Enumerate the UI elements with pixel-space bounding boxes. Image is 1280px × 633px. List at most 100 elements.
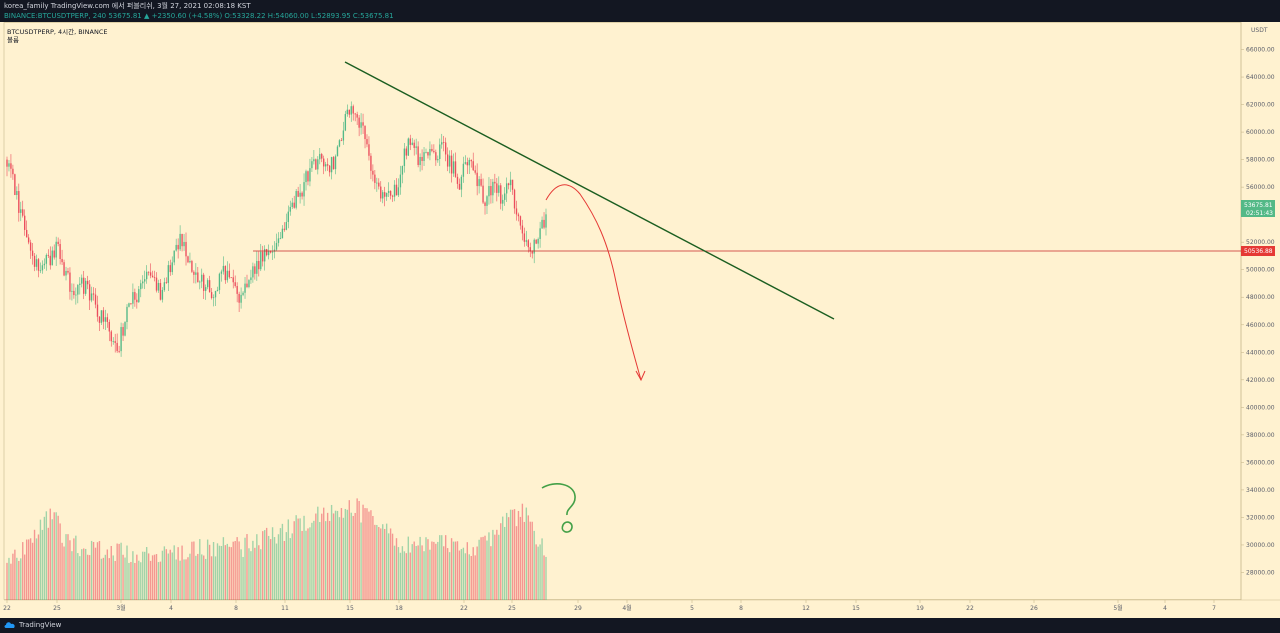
volume-bar xyxy=(407,536,409,600)
time-tick-label: 29 xyxy=(574,605,582,612)
candle-body xyxy=(446,154,449,167)
volume-bar xyxy=(513,509,516,600)
volume-bar xyxy=(185,559,187,600)
candle-body xyxy=(173,250,175,263)
volume-bar xyxy=(460,549,463,600)
volume-bar xyxy=(515,526,518,600)
volume-bar xyxy=(541,538,543,600)
candle-body xyxy=(482,185,484,203)
candle-body xyxy=(138,289,140,303)
time-tick-label: 5월 xyxy=(1113,604,1122,612)
volume-bar xyxy=(293,521,295,600)
candle-body xyxy=(51,250,53,266)
volume-bar xyxy=(545,556,547,600)
candle-body xyxy=(358,117,360,128)
volume-bar xyxy=(334,510,337,600)
candle-body xyxy=(525,240,528,242)
candle-body xyxy=(450,155,453,174)
volume-bar xyxy=(88,555,91,600)
volume-bar xyxy=(517,510,520,600)
candle-body xyxy=(159,282,162,300)
volume-bar xyxy=(486,540,488,600)
candle-body xyxy=(492,181,494,196)
volume-bar xyxy=(189,553,191,600)
price-tick-label: 64000.00 xyxy=(1246,74,1275,81)
candle-body xyxy=(41,265,44,271)
candle-body xyxy=(364,125,366,140)
volume-bar xyxy=(500,523,502,600)
volume-bar xyxy=(128,562,130,600)
candle-body xyxy=(195,272,197,275)
volume-bar xyxy=(254,547,256,600)
candle-body xyxy=(452,161,455,174)
descending-trendline[interactable] xyxy=(344,61,835,320)
volume-bar xyxy=(250,551,252,600)
volume-bar xyxy=(403,551,406,600)
candle-body xyxy=(415,146,417,148)
tradingview-cloud-icon xyxy=(4,622,15,628)
candle-body xyxy=(299,192,301,197)
candle-body xyxy=(488,186,490,197)
volume-bar xyxy=(464,553,467,600)
time-axis[interactable]: 22 25 3월 4 8 11 15 18 22 25 29 4월 5 8 12 15 19 22 26 5월 4 7 xyxy=(3,600,1216,612)
volume-bar xyxy=(423,551,425,600)
volume-bar xyxy=(199,539,201,600)
candle-body xyxy=(108,321,110,332)
volume-bar xyxy=(385,523,388,600)
candle-body xyxy=(309,168,311,182)
horizontal-level-label: 50536.88 xyxy=(1241,246,1275,256)
candle-body xyxy=(271,251,274,253)
candle-body xyxy=(403,148,406,167)
candle-body xyxy=(385,192,388,197)
price-tick-label: 44000.00 xyxy=(1246,349,1275,356)
volume-bar xyxy=(315,513,317,600)
volume-bar xyxy=(504,526,506,600)
volume-bar xyxy=(226,543,229,600)
volume-bar xyxy=(395,538,398,600)
volume-bar xyxy=(244,537,246,600)
candle-body xyxy=(533,239,535,254)
candle-body xyxy=(384,192,386,197)
candle-body xyxy=(401,166,404,175)
volume-bar xyxy=(144,551,146,600)
candle-body xyxy=(43,263,46,266)
candle-body xyxy=(112,341,114,342)
volume-bar xyxy=(321,513,323,600)
volume-bar xyxy=(411,544,413,600)
candle-body xyxy=(486,196,488,206)
candle-body xyxy=(498,185,500,193)
price-axis-unit: USDT xyxy=(1251,27,1268,34)
candle-body xyxy=(238,293,240,303)
symbol-price-change: BINANCE:BTCUSDTPERP, 240 53675.81 ▲ +235… xyxy=(4,12,223,20)
price-tick-label: 40000.00 xyxy=(1246,404,1275,411)
candle-body xyxy=(435,152,437,161)
volume-bar xyxy=(6,562,8,600)
candle-body xyxy=(183,241,185,247)
candlestick-chart[interactable]: BTCUSDTPERP, 4시간, BINANCE 볼륨 USDT 66000.… xyxy=(0,22,1280,622)
candle-body xyxy=(275,242,278,250)
candle-body xyxy=(98,316,101,323)
volume-bar xyxy=(433,541,435,600)
candle-body xyxy=(214,291,217,298)
candle-body xyxy=(427,152,429,156)
candle-body xyxy=(464,162,467,164)
time-tick-label: 4월 xyxy=(622,604,631,612)
volume-bar xyxy=(342,517,345,600)
volume-bar xyxy=(59,523,61,600)
candle-body xyxy=(470,159,472,162)
candle-body xyxy=(531,251,533,254)
time-tick-label: 19 xyxy=(916,605,924,612)
candle-body xyxy=(515,208,518,215)
volume-bar xyxy=(468,554,470,600)
volume-bar xyxy=(336,510,339,600)
candle-body xyxy=(81,277,83,284)
candle-body xyxy=(474,170,476,173)
svg-text:50536.88: 50536.88 xyxy=(1244,248,1273,255)
volume-bar xyxy=(155,554,158,600)
projected-drop-arrow xyxy=(545,184,642,381)
candle-body xyxy=(27,237,30,243)
candle-body xyxy=(248,280,250,287)
candle-body xyxy=(204,287,207,291)
candle-body xyxy=(193,271,195,275)
candle-body xyxy=(83,277,85,294)
